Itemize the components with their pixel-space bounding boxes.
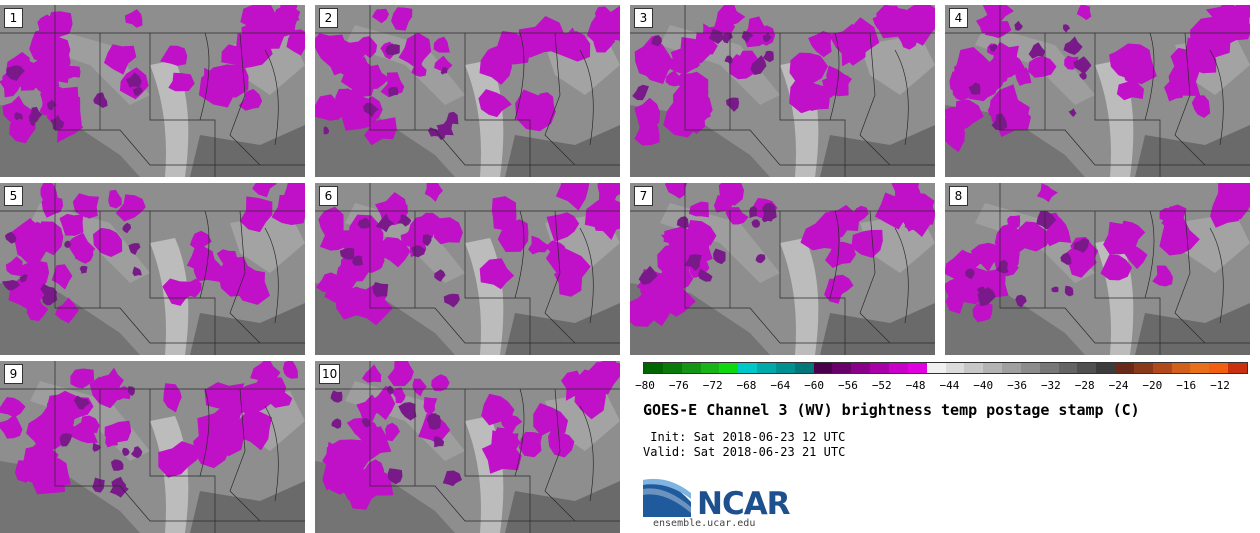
ensemble-member-panel: 10 <box>315 361 620 533</box>
ncar-logo-icon <box>643 478 691 517</box>
member-map <box>0 5 305 177</box>
member-map <box>630 5 935 177</box>
colorbar-tick-label: −64 <box>770 379 791 392</box>
colorbar-segment <box>1020 363 1040 373</box>
colorbar-segment <box>700 363 720 373</box>
colorbar-segment <box>888 363 908 373</box>
member-label: 7 <box>634 186 653 206</box>
member-label: 1 <box>4 8 23 28</box>
colorbar-segment <box>1115 363 1134 373</box>
member-label: 8 <box>949 186 968 206</box>
colorbar-tick-label: −56 <box>838 379 858 392</box>
member-label: 4 <box>949 8 968 28</box>
ensemble-member-panel: 4 <box>945 5 1250 177</box>
member-label: 2 <box>319 8 338 28</box>
colorbar-segment <box>775 363 795 373</box>
colorbar-segment <box>738 363 758 373</box>
colorbar-segment <box>907 363 927 373</box>
colorbar-tick-label: −72 <box>702 379 723 392</box>
colorbar-segment <box>1152 363 1172 373</box>
ensemble-member-panel: 3 <box>630 5 935 177</box>
ensemble-member-panel: 6 <box>315 183 620 355</box>
member-label: 3 <box>634 8 653 28</box>
ensemble-member-panel: 7 <box>630 183 935 355</box>
colorbar-segment <box>794 363 814 373</box>
colorbar-segment <box>757 363 776 373</box>
colorbar-segment <box>1096 363 1116 373</box>
colorbar-segment <box>1209 363 1229 373</box>
colorbar-segment <box>1228 363 1247 373</box>
member-map <box>0 183 305 355</box>
colorbar-segment <box>662 363 682 373</box>
colorbar-tick-label: −36 <box>1007 379 1027 392</box>
colorbar-tick-label: −44 <box>939 379 960 392</box>
member-map <box>630 183 935 355</box>
member-label: 5 <box>4 186 23 206</box>
member-label: 6 <box>319 186 338 206</box>
ensemble-member-panel: 9 <box>0 361 305 533</box>
figure-title: GOES-E Channel 3 (WV) brightness temp po… <box>643 401 1140 419</box>
colorbar-tick-label: −40 <box>973 379 994 392</box>
colorbar-segment <box>1077 363 1097 373</box>
colorbar-segment <box>1058 363 1078 373</box>
colorbar-segment <box>681 363 701 373</box>
colorbar-tick-label: −12 <box>1210 379 1230 392</box>
valid-time: Valid: Sat 2018-06-23 21 UTC <box>643 445 846 459</box>
colorbar-segment <box>870 363 889 373</box>
colorbar-segment <box>926 363 946 373</box>
colorbar-tick-label: −24 <box>1108 379 1129 392</box>
colorbar-ticks: −80 −76 −72 −68 −64 −60 −56 −52 −48 −44 −40 −36 −32−… <box>635 379 1248 393</box>
colorbar-segment <box>1039 363 1059 373</box>
colorbar-tick-label: −32 <box>1040 379 1061 392</box>
member-map <box>315 183 620 355</box>
colorbar-tick-label: −28 <box>1074 379 1095 392</box>
colorbar-tick-label: −80 <box>635 379 655 392</box>
init-time: Init: Sat 2018-06-23 12 UTC <box>643 430 846 444</box>
colorbar-tick-label: −48 <box>905 379 926 392</box>
colorbar-segment <box>851 363 871 373</box>
colorbar-tick-label: −68 <box>736 379 757 392</box>
colorbar-segment <box>1171 363 1191 373</box>
colorbar-segment <box>832 363 852 373</box>
logo-url: ensemble.ucar.edu <box>653 518 756 529</box>
colorbar-tick-label: −76 <box>668 379 689 392</box>
ncar-logo-text: NCAR <box>697 486 791 522</box>
ensemble-member-panel: 2 <box>315 5 620 177</box>
member-label: 9 <box>4 364 23 384</box>
colorbar-tick-label: −52 <box>871 379 892 392</box>
member-map <box>945 5 1250 177</box>
colorbar-segment <box>945 363 965 373</box>
colorbar-tick-label: −60 <box>804 379 825 392</box>
colorbar-segment <box>813 363 833 373</box>
ensemble-member-panel: 8 <box>945 183 1250 355</box>
colorbar-segment <box>1002 363 1021 373</box>
colorbar-segment <box>1133 363 1153 373</box>
colorbar-segment <box>964 363 984 373</box>
colorbar-segment <box>644 363 663 373</box>
member-map <box>945 183 1250 355</box>
colorbar-tick-label: −20 <box>1142 379 1163 392</box>
colorbar-tick-label: −16 <box>1176 379 1197 392</box>
member-map <box>315 361 620 533</box>
member-map <box>0 361 305 533</box>
colorbar-segment <box>719 363 739 373</box>
ensemble-member-panel: 1 <box>0 5 305 177</box>
colorbar <box>643 362 1248 374</box>
colorbar-segment <box>983 363 1003 373</box>
ensemble-member-panel: 5 <box>0 183 305 355</box>
member-label: 10 <box>319 364 341 384</box>
colorbar-segment <box>1190 363 1210 373</box>
member-map <box>315 5 620 177</box>
